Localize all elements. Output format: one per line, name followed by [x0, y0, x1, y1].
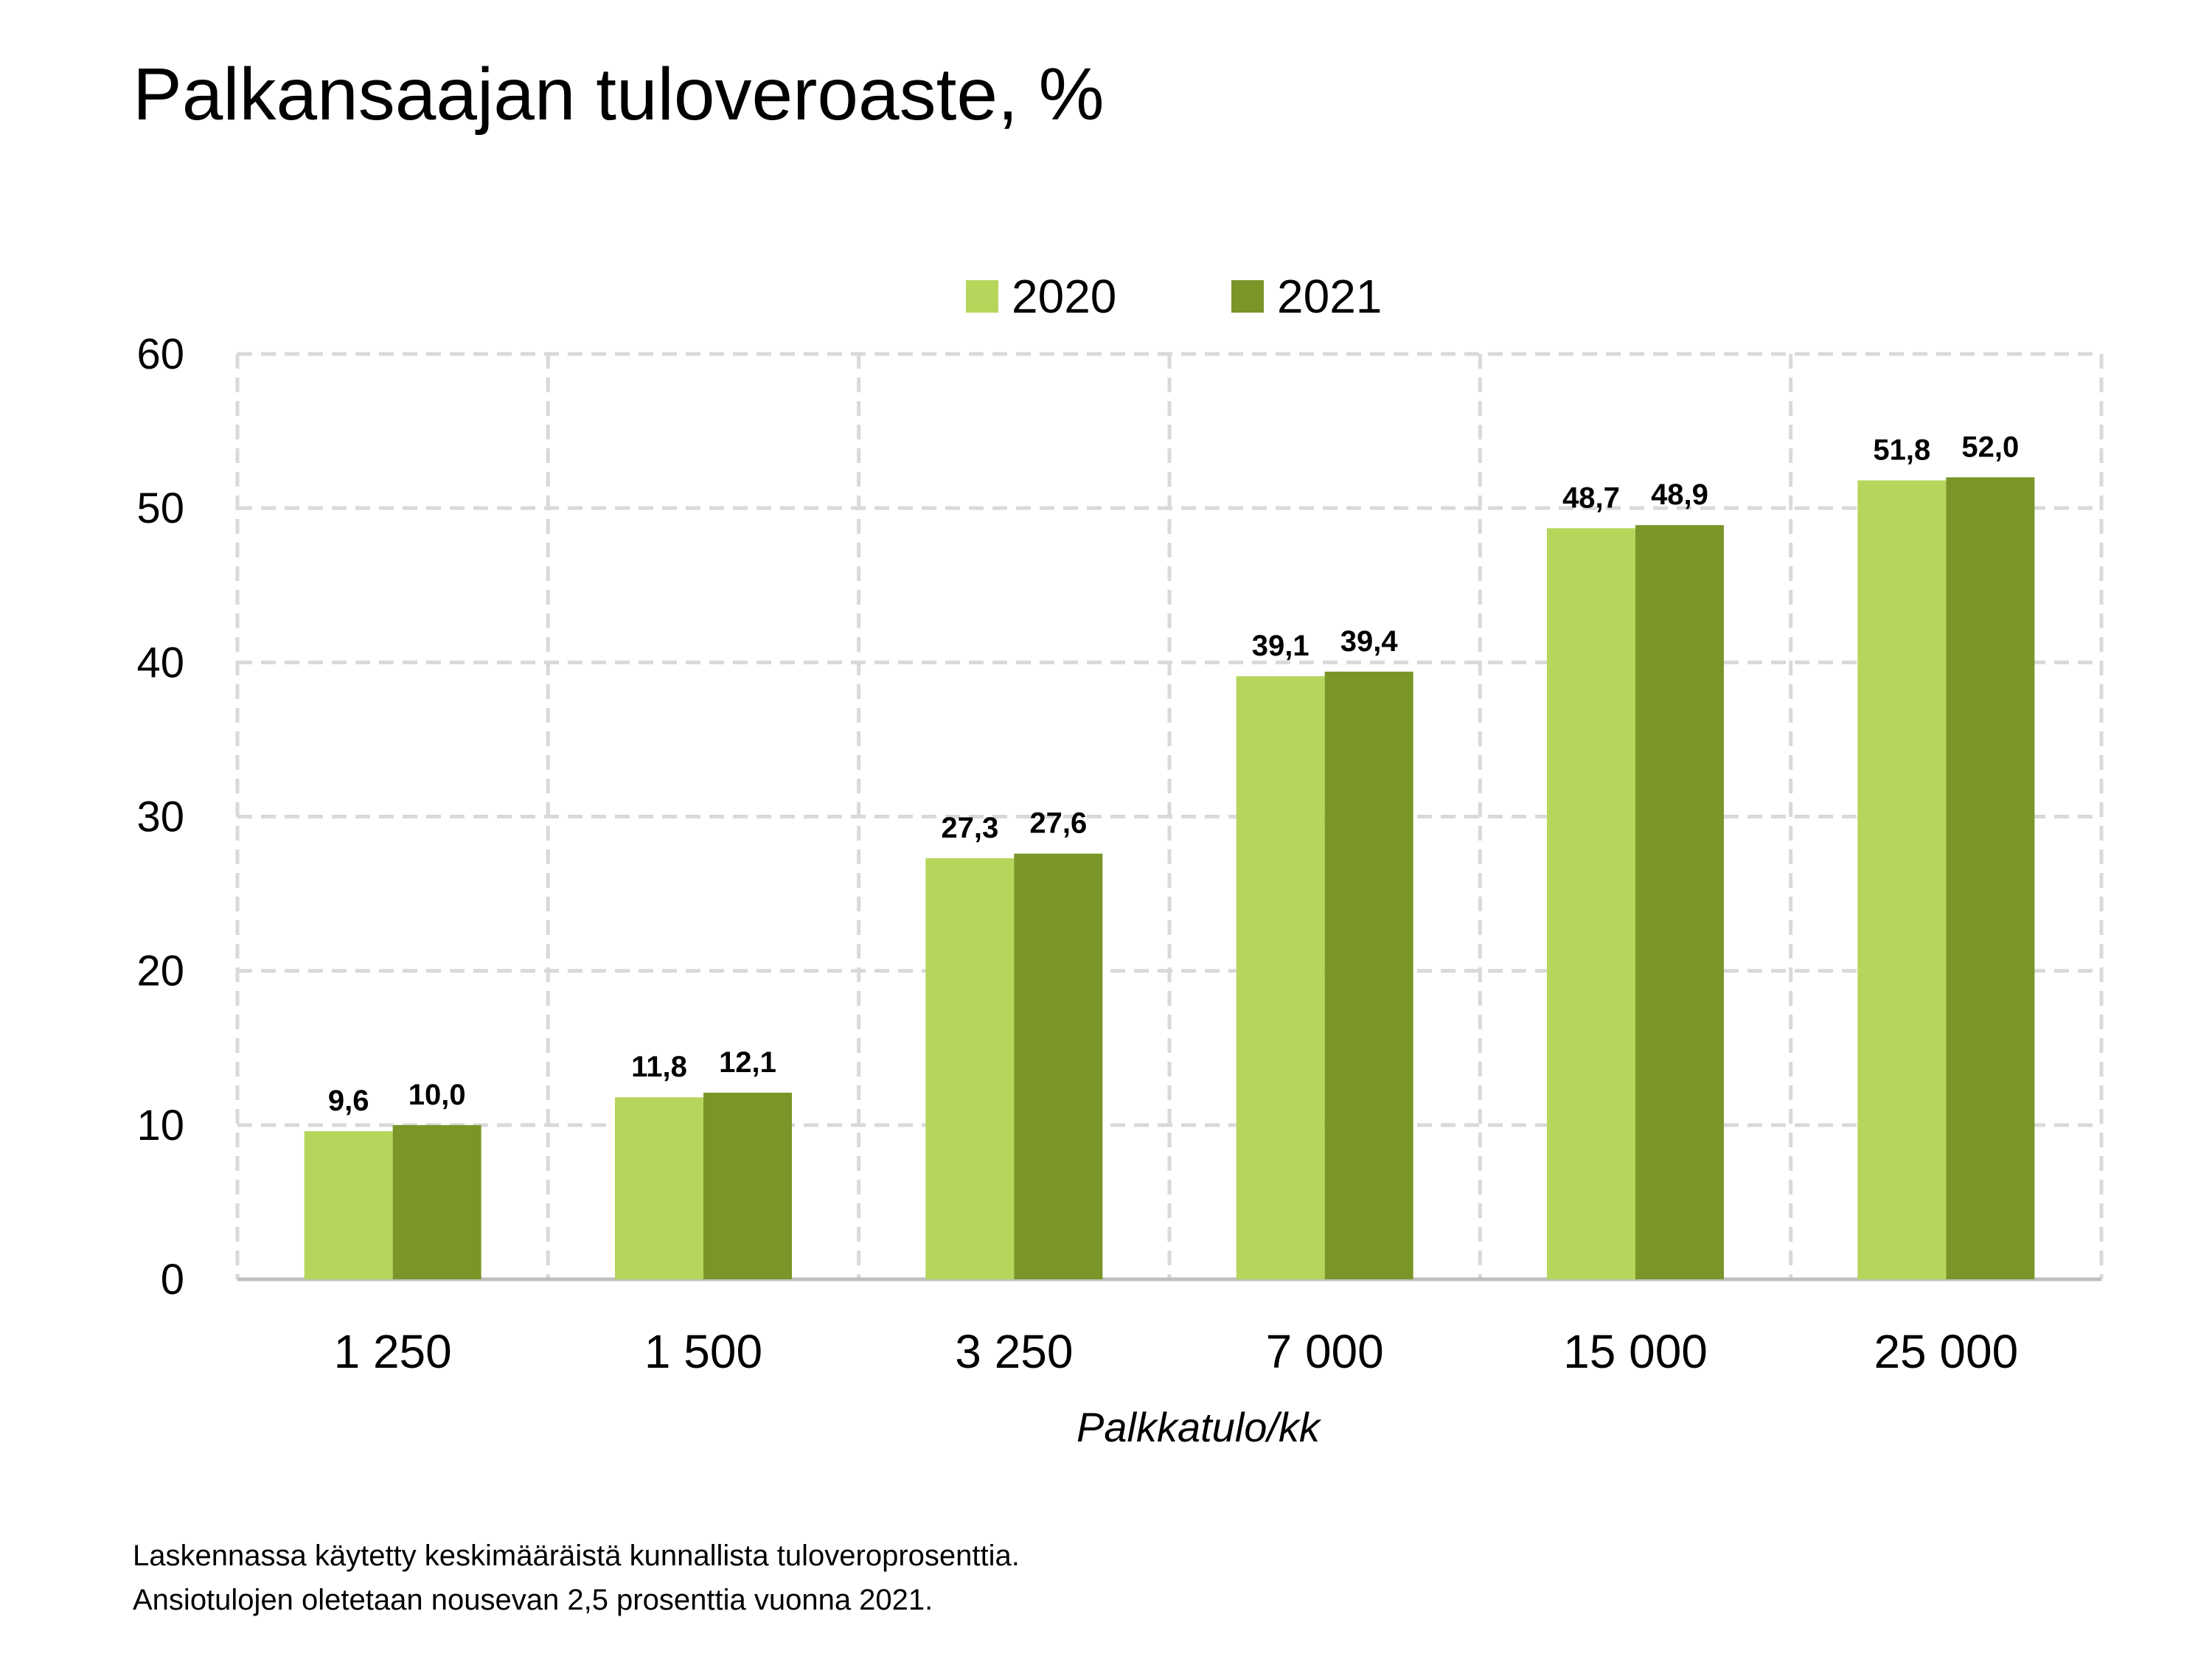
y-tick-label: 0 — [161, 1256, 184, 1304]
legend-swatch — [1231, 280, 1264, 313]
data-labels: 9,6 10,0 11,8 12,1 27,3 27,6 39,1 39,4 48,7 48,9 5… — [328, 431, 2019, 1117]
data-label: 52,0 — [1961, 431, 2019, 463]
footnote: Laskennassa käytetty keskimääräistä kunn… — [133, 1534, 1020, 1622]
bar-2020-5 — [1547, 528, 1635, 1279]
x-tick-label: 1 500 — [644, 1325, 762, 1378]
footnote-line-2: Ansiotulojen oletetaan nousevan 2,5 pros… — [133, 1584, 933, 1616]
bar-2020-1 — [304, 1131, 393, 1279]
y-tick-label: 30 — [136, 793, 184, 841]
data-label: 11,8 — [631, 1051, 687, 1083]
x-tick-label: 3 250 — [955, 1325, 1073, 1378]
data-label: 9,6 — [328, 1085, 369, 1117]
bar-2021-3 — [1014, 853, 1103, 1279]
bar-2021-1 — [392, 1124, 481, 1279]
legend-swatch — [966, 280, 998, 313]
chart-title: Palkansaajan tuloveroaste, % — [133, 53, 1105, 136]
x-axis-title: Palkkatulo/kk — [1077, 1404, 1322, 1450]
x-tick-label: 15 000 — [1563, 1325, 1708, 1378]
legend-label: 2020 — [1012, 270, 1116, 323]
y-tick-label: 20 — [136, 947, 184, 995]
bars — [304, 477, 2035, 1280]
data-label: 27,3 — [941, 812, 998, 844]
data-label: 39,4 — [1340, 625, 1399, 658]
x-tick-label: 1 250 — [334, 1325, 452, 1378]
legend: 2020 2021 — [966, 270, 1382, 323]
data-label: 27,6 — [1029, 807, 1087, 840]
footnote-line-1: Laskennassa käytetty keskimääräistä kunn… — [133, 1540, 1020, 1572]
bar-2020-2 — [615, 1097, 703, 1279]
data-label: 51,8 — [1873, 434, 1930, 467]
bar-2021-6 — [1946, 477, 2035, 1280]
bar-2021-2 — [703, 1092, 792, 1279]
data-label: 10,0 — [408, 1079, 466, 1111]
y-axis-ticks: 0 10 20 30 40 50 60 — [136, 330, 184, 1304]
data-label: 39,1 — [1252, 630, 1310, 662]
data-label: 48,7 — [1562, 481, 1620, 514]
x-tick-label: 25 000 — [1874, 1325, 2018, 1378]
data-label: 48,9 — [1651, 479, 1708, 511]
grid-lines — [235, 352, 2104, 1281]
bar-2020-4 — [1236, 676, 1325, 1279]
bar-2020-3 — [925, 858, 1015, 1279]
y-tick-label: 10 — [136, 1102, 184, 1150]
y-tick-label: 50 — [136, 484, 184, 532]
x-tick-label: 7 000 — [1266, 1325, 1384, 1378]
y-tick-label: 40 — [136, 639, 184, 686]
bar-2021-5 — [1635, 525, 1724, 1279]
y-tick-label: 60 — [136, 330, 184, 378]
data-label: 12,1 — [719, 1046, 776, 1079]
bar-2021-4 — [1324, 671, 1413, 1279]
x-axis-ticks: 1 250 1 500 3 250 7 000 15 000 25 000 — [334, 1325, 2019, 1378]
legend-label: 2021 — [1277, 270, 1382, 323]
bar-2020-6 — [1857, 480, 1947, 1280]
